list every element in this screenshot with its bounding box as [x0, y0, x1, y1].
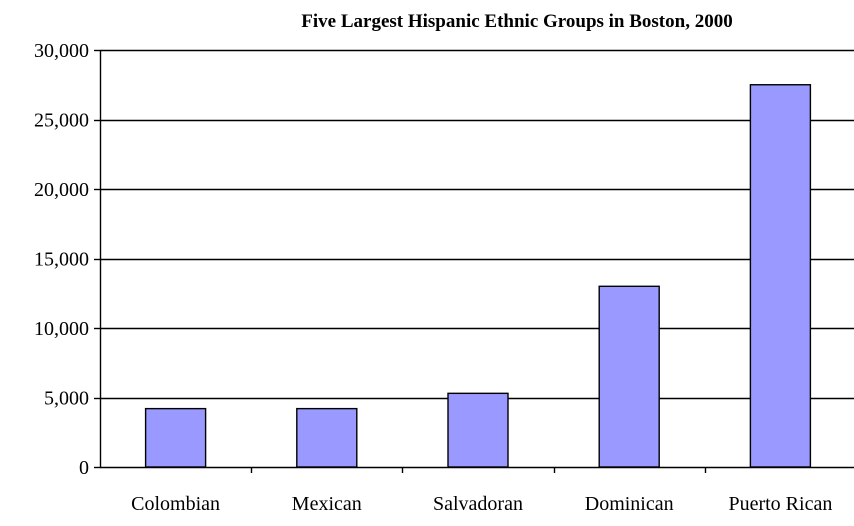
bars — [144, 84, 812, 468]
y-tick-label: 20,000 — [34, 179, 89, 201]
bar-dominican — [598, 285, 660, 468]
bar-mexican — [296, 407, 358, 468]
y-tick-label: 30,000 — [34, 40, 89, 62]
bar-puerto-rican — [749, 84, 812, 468]
y-tick-label: 5,000 — [44, 388, 89, 410]
gridlines — [100, 49, 854, 400]
y-tick-label: 15,000 — [34, 249, 89, 271]
y-tick-label: 0 — [79, 457, 89, 479]
y-tick-label: 10,000 — [34, 318, 89, 340]
x-category-label: Mexican — [292, 493, 362, 515]
x-category-label: Salvadoran — [433, 493, 523, 515]
x-category-labels: Colombian Mexican Salvadoran Dominican Puert… — [131, 493, 832, 515]
chart-title: Five Largest Hispanic Ethnic Groups in B… — [301, 11, 732, 32]
bar-colombian — [144, 407, 207, 468]
x-category-label: Dominican — [585, 493, 674, 515]
x-category-label: Puerto Rican — [728, 493, 832, 515]
x-category-label: Colombian — [131, 493, 220, 515]
y-tick-label: 25,000 — [34, 110, 89, 132]
y-tick-labels: 0 5,000 10,000 15,000 20,000 25,000 30,000 — [34, 40, 89, 479]
bar-salvadoran — [447, 392, 509, 468]
axes — [94, 49, 854, 473]
